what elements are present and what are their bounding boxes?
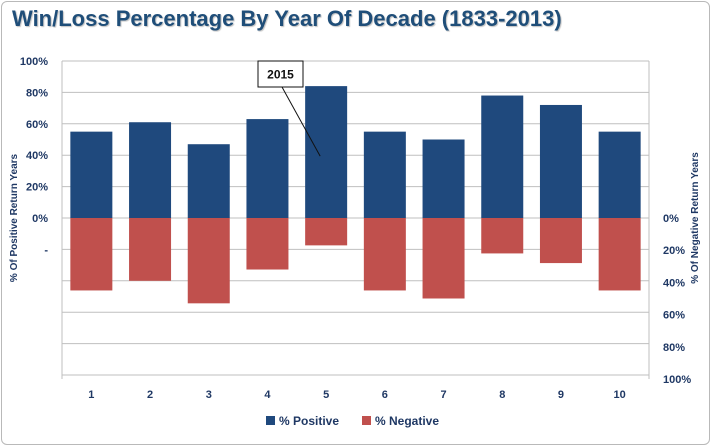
bar-negative (539, 218, 582, 264)
left-tick-label: 0% (32, 213, 48, 225)
bar-positive (422, 139, 465, 218)
bar-positive (70, 131, 113, 218)
x-tick-label: 6 (382, 389, 388, 401)
x-tick-label: 7 (440, 389, 446, 401)
legend: % Positive % Negative (266, 414, 439, 428)
bars (70, 86, 641, 304)
bar-positive (481, 95, 524, 218)
legend-swatch-positive (266, 416, 275, 425)
x-tick-label: 2 (147, 389, 153, 401)
right-tick-label: 80% (663, 342, 685, 354)
left-axis-title: % Of Positive Return Years (9, 153, 20, 282)
bar-positive (363, 131, 406, 218)
chart-title: Win/Loss Percentage By Year Of Decade (1… (12, 6, 562, 31)
right-axis-title: % Of Negative Return Years (690, 152, 701, 284)
left-tick-label: - (44, 244, 48, 256)
bar-positive (246, 119, 289, 218)
bar-positive (305, 86, 348, 219)
right-tick-label: 20% (663, 245, 685, 257)
callout: 2015 (257, 60, 321, 157)
x-tick-label: 1 (88, 389, 94, 401)
right-tick-label: 100% (663, 374, 691, 386)
left-tick-label: 40% (26, 150, 48, 162)
bar-negative (129, 218, 172, 281)
legend-label-negative: % Negative (375, 414, 439, 428)
callout-label: 2015 (267, 68, 294, 82)
right-tick-label: 40% (663, 277, 685, 289)
x-tick-label: 8 (499, 389, 505, 401)
bar-positive (129, 122, 172, 218)
bar-positive (539, 104, 582, 218)
left-tick-label: 80% (26, 87, 48, 99)
left-tick-label: 100% (20, 56, 48, 68)
bar-negative (363, 218, 406, 291)
x-axis-ticks: 1 2 3 4 5 6 7 8 9 10 (88, 389, 625, 401)
callout-box (257, 60, 304, 88)
right-tick-label: 60% (663, 310, 685, 322)
bar-negative (598, 218, 641, 291)
bar-positive (187, 144, 230, 218)
right-axis-ticks: 0% 20% 40% 60% 80% 100% (663, 213, 691, 386)
callout-pointer (281, 86, 321, 157)
bar-positive (598, 131, 641, 218)
right-tick-label: 0% (663, 213, 679, 225)
bar-negative (305, 218, 348, 246)
x-tick-label: 4 (264, 389, 271, 401)
legend-label-positive: % Positive (279, 414, 339, 428)
x-tick-label: 10 (614, 389, 626, 401)
left-tick-label: 60% (26, 119, 48, 131)
bar-negative (481, 218, 524, 254)
left-axis-ticks: 100% 80% 60% 40% 20% 0% - (20, 56, 48, 256)
left-tick-label: 20% (26, 182, 48, 194)
bar-negative (422, 218, 465, 299)
bar-negative (70, 218, 113, 291)
x-tick-label: 3 (206, 389, 212, 401)
legend-swatch-negative (362, 416, 371, 425)
bar-negative (246, 218, 289, 270)
x-tick-label: 5 (323, 389, 329, 401)
x-tick-label: 9 (558, 389, 564, 401)
bar-negative (187, 218, 230, 304)
